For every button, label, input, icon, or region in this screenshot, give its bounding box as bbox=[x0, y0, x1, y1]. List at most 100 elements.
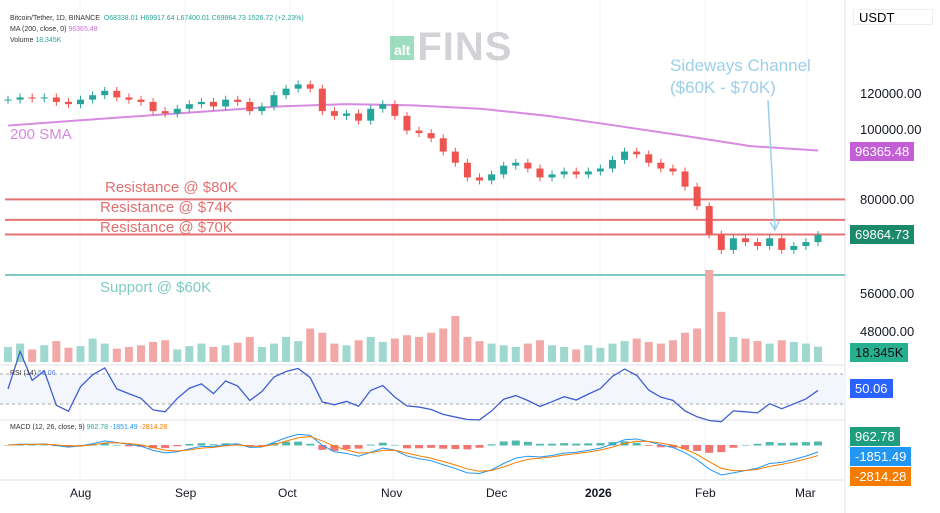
candle bbox=[512, 162, 520, 166]
macd-histogram-bar bbox=[427, 445, 436, 448]
candle bbox=[330, 111, 338, 116]
candle bbox=[633, 151, 641, 155]
candle bbox=[741, 238, 749, 243]
candle bbox=[173, 108, 181, 114]
volume-bar bbox=[88, 338, 97, 362]
ohlc-change: 1526.72 (+2.23%) bbox=[247, 15, 304, 22]
candle bbox=[705, 206, 713, 235]
candle bbox=[197, 101, 205, 105]
volume-bar bbox=[572, 349, 581, 362]
candle bbox=[463, 162, 471, 178]
time-tick: Feb bbox=[695, 486, 716, 500]
candle bbox=[161, 111, 169, 114]
price-tick: 100000.00 bbox=[860, 122, 922, 137]
candle bbox=[403, 115, 411, 131]
candle bbox=[766, 238, 774, 246]
macd-histogram-bar bbox=[124, 445, 133, 447]
macd-histogram-bar bbox=[572, 443, 581, 446]
volume-value: 18.345K bbox=[35, 37, 62, 44]
last-price-tag: 69864.73 bbox=[850, 225, 915, 244]
volume-bar bbox=[354, 340, 363, 362]
macd-histogram-bar bbox=[257, 445, 266, 446]
volume-bar bbox=[378, 341, 387, 362]
candle bbox=[246, 101, 254, 112]
time-tick: 2026 bbox=[585, 486, 612, 500]
resistance-80k-label: Resistance @ $80K bbox=[105, 179, 238, 196]
sma-annotation: 200 SMA bbox=[10, 126, 72, 143]
volume-bar bbox=[620, 341, 629, 362]
volume-bar bbox=[681, 332, 690, 362]
candle bbox=[500, 165, 508, 175]
signal-tag: -1851.49 bbox=[850, 447, 912, 466]
macd-label: MACD (12, 26, close, 9) bbox=[10, 424, 85, 431]
candle bbox=[693, 186, 701, 207]
price-tick: 56000.00 bbox=[860, 286, 915, 301]
sma-price-tag: 96365.48 bbox=[850, 142, 915, 161]
rsi-value: 50.06 bbox=[38, 370, 56, 377]
volume-bar bbox=[487, 343, 496, 362]
volume-bar bbox=[475, 341, 484, 362]
volume-bar bbox=[221, 345, 230, 362]
volume-bar bbox=[233, 342, 242, 362]
hist-tag: -2814.28 bbox=[850, 467, 912, 486]
candle bbox=[282, 88, 290, 96]
macd-histogram-bar bbox=[705, 445, 714, 453]
volume-bar bbox=[124, 346, 133, 362]
candle bbox=[754, 242, 762, 246]
macd-histogram-bar bbox=[644, 445, 653, 446]
candle bbox=[125, 97, 133, 100]
candle bbox=[729, 238, 737, 250]
candle bbox=[355, 113, 363, 121]
volume-bar bbox=[149, 341, 158, 362]
macd-line bbox=[7, 433, 819, 476]
macd-histogram-bar bbox=[765, 442, 774, 446]
candle bbox=[451, 151, 459, 163]
volume-bar bbox=[439, 328, 448, 362]
candle bbox=[645, 154, 653, 163]
channel-arrow bbox=[767, 99, 776, 229]
candle bbox=[77, 99, 85, 105]
macd-histogram-bar bbox=[28, 444, 37, 446]
candle bbox=[584, 171, 592, 175]
price-tick: 120000.00 bbox=[860, 86, 922, 101]
time-tick: Nov bbox=[381, 486, 403, 500]
symbol: Bitcoin/Tether, 1D, BINANCE bbox=[10, 15, 100, 22]
ohlc-open: O68338.01 bbox=[103, 15, 139, 22]
currency-selector[interactable]: USDT bbox=[853, 9, 933, 25]
volume-bar bbox=[161, 340, 170, 362]
candle bbox=[427, 133, 435, 139]
candle bbox=[270, 95, 278, 107]
logo-name: FINS bbox=[417, 25, 513, 69]
volume-bar bbox=[64, 347, 73, 362]
volume-bar bbox=[644, 341, 653, 362]
candle bbox=[137, 99, 145, 102]
ma-value: 96365.48 bbox=[68, 26, 98, 33]
channel-range-label: ($60K - $70K) bbox=[670, 78, 776, 97]
volume-bar bbox=[427, 332, 436, 362]
candle bbox=[608, 159, 616, 169]
candle bbox=[524, 162, 532, 169]
candle bbox=[89, 95, 97, 100]
candle bbox=[294, 84, 302, 89]
ma-label: MA (200, close, 0) bbox=[10, 26, 67, 33]
volume-bar bbox=[777, 340, 786, 362]
volume-bar bbox=[390, 338, 399, 362]
candle bbox=[778, 238, 786, 250]
macd-histogram-bar bbox=[197, 443, 206, 446]
macd-histogram-bar bbox=[402, 445, 411, 449]
resistance-74k-label: Resistance @ $74K bbox=[100, 199, 233, 216]
candle bbox=[185, 104, 193, 109]
volume-bar bbox=[402, 335, 411, 362]
candle bbox=[222, 99, 230, 107]
macd-histogram-bar bbox=[40, 444, 49, 446]
macd-legend: MACD (12, 26, close, 9) 962.78 -1851.49 … bbox=[10, 423, 167, 432]
macd-histogram-bar bbox=[378, 442, 387, 446]
price-tick: 48000.00 bbox=[860, 324, 915, 339]
macd-histogram-bar bbox=[282, 441, 291, 446]
time-tick: Oct bbox=[278, 486, 297, 500]
candle bbox=[149, 101, 157, 112]
symbol-header: Bitcoin/Tether, 1D, BINANCE O68338.01 H6… bbox=[10, 14, 304, 23]
volume-bar bbox=[112, 348, 121, 362]
channel-label: Sideways Channel bbox=[670, 56, 811, 75]
